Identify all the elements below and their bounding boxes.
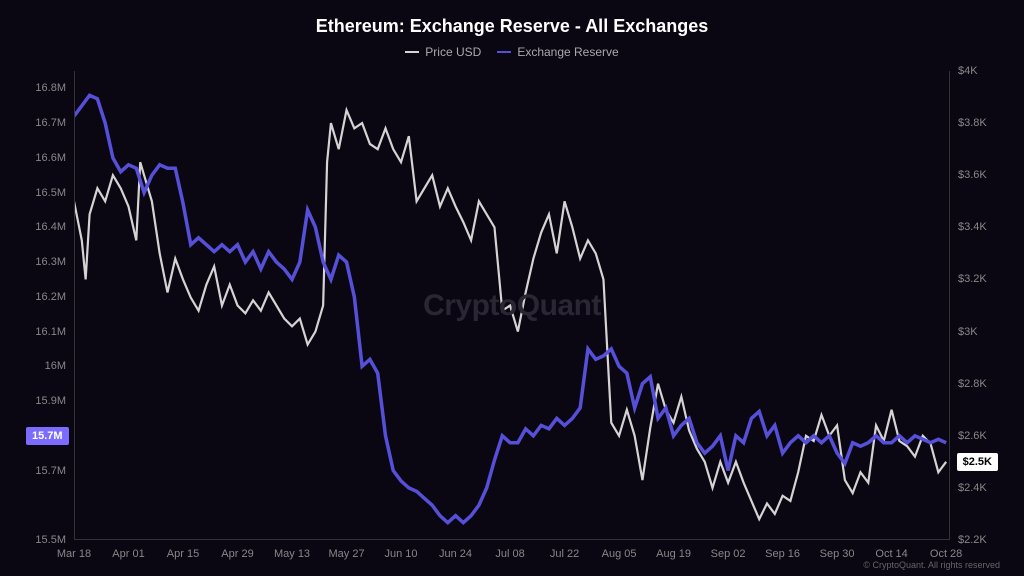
y-left-tick: 15.7M (35, 465, 66, 477)
y-right-tick: $3K (958, 326, 978, 338)
x-tick: Apr 01 (112, 548, 144, 560)
x-tick: Apr 29 (221, 548, 253, 560)
legend-item-price[interactable]: Price USD (405, 45, 481, 59)
y-left-tick: 16.2M (35, 291, 66, 303)
y-left-tick: 16.8M (35, 82, 66, 94)
y-right-tick: $4K (958, 65, 978, 77)
y-left-tick: 16.1M (35, 326, 66, 338)
legend-label-reserve: Exchange Reserve (517, 45, 618, 59)
x-tick: Oct 28 (930, 548, 962, 560)
plot-area[interactable]: CryptoQuant (74, 71, 950, 540)
x-tick: Jun 24 (439, 548, 472, 560)
plot-border-bottom (74, 539, 950, 540)
chart-svg (74, 71, 950, 540)
x-tick: Mar 18 (57, 548, 91, 560)
chart-title: Ethereum: Exchange Reserve - All Exchang… (24, 16, 1000, 37)
y-left-tick: 15.5M (35, 534, 66, 546)
x-tick: Oct 14 (875, 548, 907, 560)
series-line (74, 110, 946, 519)
chart-area: 16.8M 16.7M 16.6M 16.5M 16.4M 16.3M 16.2M 16.1M… (24, 71, 1000, 568)
y-axis-left: 16.8M 16.7M 16.6M 16.5M 16.4M 16.3M 16.2M 16.1M… (24, 71, 70, 540)
x-tick: May 13 (274, 548, 310, 560)
x-tick: Sep 16 (765, 548, 800, 560)
y-left-tick: 16.4M (35, 221, 66, 233)
y-right-tick: $2.2K (958, 534, 987, 546)
y-left-tick: 16.5M (35, 187, 66, 199)
x-tick: Sep 02 (711, 548, 746, 560)
x-tick: Sep 30 (820, 548, 855, 560)
x-tick: Aug 05 (602, 548, 637, 560)
y-left-tick: 16.7M (35, 117, 66, 129)
y-right-tick: $2.6K (958, 430, 987, 442)
y-right-tick: $3.4K (958, 221, 987, 233)
x-tick: Apr 15 (167, 548, 199, 560)
copyright-text: © CryptoQuant. All rights reserved (863, 560, 1000, 570)
y-right-tick: $2.8K (958, 378, 987, 390)
chart-container: Ethereum: Exchange Reserve - All Exchang… (0, 0, 1024, 576)
y-left-tick: 15.9M (35, 395, 66, 407)
x-tick: Aug 19 (656, 548, 691, 560)
y-left-tick: 16.3M (35, 256, 66, 268)
legend: Price USD Exchange Reserve (24, 45, 1000, 59)
plot-border-right (949, 71, 950, 540)
legend-swatch-reserve (497, 51, 511, 53)
x-tick: Jul 08 (495, 548, 524, 560)
legend-item-reserve[interactable]: Exchange Reserve (497, 45, 618, 59)
x-tick: May 27 (328, 548, 364, 560)
y-right-tick: $3.6K (958, 169, 987, 181)
y-right-highlight: $2.5K (957, 453, 998, 471)
y-left-highlight: 15.7M (26, 427, 69, 445)
x-axis: Mar 18Apr 01Apr 15Apr 29May 13May 27Jun … (74, 544, 950, 568)
y-right-tick: $2.4K (958, 482, 987, 494)
x-tick: Jun 10 (385, 548, 418, 560)
legend-label-price: Price USD (425, 45, 481, 59)
x-tick: Jul 22 (550, 548, 579, 560)
legend-swatch-price (405, 51, 419, 53)
plot-border-left (74, 71, 75, 540)
y-left-tick: 16.6M (35, 152, 66, 164)
y-right-tick: $3.8K (958, 117, 987, 129)
y-left-tick: 16M (45, 360, 66, 372)
y-right-tick: $3.2K (958, 273, 987, 285)
